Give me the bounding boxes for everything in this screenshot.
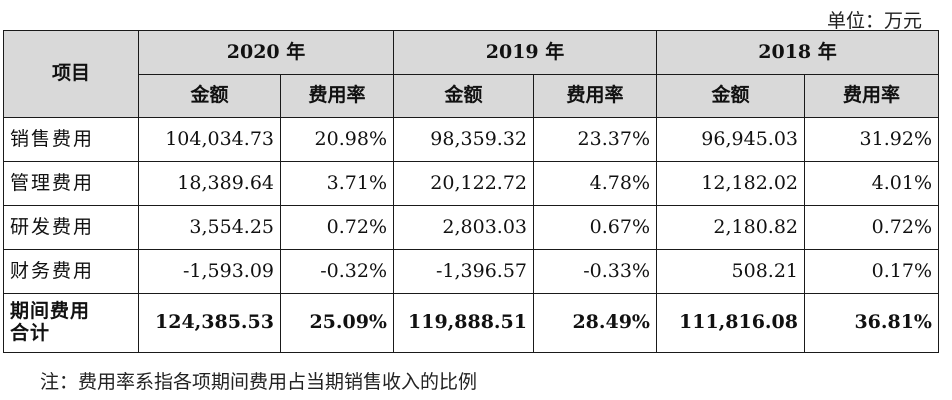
cell-rate-2019: 23.37%: [533, 117, 657, 162]
cell-rate-2020: 3.71%: [280, 161, 394, 206]
total-label-line2: 合计: [10, 322, 51, 344]
cell-rate-2020: 20.98%: [280, 117, 394, 162]
footnote: 注：费用率系指各项期间费用占当期销售收入的比例: [40, 371, 478, 393]
cell-rate-2018: 0.72%: [804, 205, 939, 250]
cell-amount-2018: 96,945.03: [656, 117, 805, 162]
total-row: 期间费用 合计 124,385.53 25.09% 119,888.51 28.…: [3, 293, 939, 353]
cell-amount-2018: 12,182.02: [656, 161, 805, 206]
table-row: 财务费用 -1,593.09 -0.32% -1,396.57 -0.33% 5…: [3, 249, 939, 294]
row-label: 研发费用: [3, 205, 139, 250]
header-year-2019: 2019 年: [393, 30, 657, 75]
header-rate: 费用率: [804, 74, 939, 118]
cell-rate-2018: 31.92%: [804, 117, 939, 162]
table-row: 销售费用 104,034.73 20.98% 98,359.32 23.37% …: [3, 117, 939, 162]
cell-rate-2020: 0.72%: [280, 205, 394, 250]
cell-amount-2019: 2,803.03: [393, 205, 534, 250]
total-amount-2018: 111,816.08: [656, 293, 805, 353]
row-label: 销售费用: [3, 117, 139, 162]
cell-amount-2020: -1,593.09: [138, 249, 281, 294]
table-row: 研发费用 3,554.25 0.72% 2,803.03 0.67% 2,180…: [3, 205, 939, 250]
cell-amount-2020: 3,554.25: [138, 205, 281, 250]
header-rate: 费用率: [533, 74, 657, 118]
header-row-subcolumns: 金额 费用率 金额 费用率 金额 费用率: [4, 74, 939, 118]
total-label-line1: 期间费用: [10, 300, 91, 323]
header-rate: 费用率: [280, 74, 394, 118]
total-rate-2018: 36.81%: [804, 293, 939, 353]
cell-rate-2019: -0.33%: [533, 249, 657, 294]
cell-rate-2019: 0.67%: [533, 205, 657, 250]
cell-rate-2018: 4.01%: [804, 161, 939, 206]
total-amount-2019: 119,888.51: [393, 293, 534, 353]
header-amount: 金额: [656, 74, 805, 118]
cell-amount-2020: 18,389.64: [138, 161, 281, 206]
header-year-2020: 2020 年: [138, 30, 394, 75]
row-label: 财务费用: [3, 249, 139, 294]
header-item: 项目: [3, 30, 139, 118]
cell-rate-2020: -0.32%: [280, 249, 394, 294]
total-label: 期间费用 合计: [3, 293, 139, 353]
header-row-years: 项目 2020 年 2019 年 2018 年: [3, 30, 939, 118]
cell-rate-2019: 4.78%: [533, 161, 657, 206]
row-label: 管理费用: [3, 161, 139, 206]
cell-amount-2018: 508.21: [656, 249, 805, 294]
table-row: 管理费用 18,389.64 3.71% 20,122.72 4.78% 12,…: [3, 161, 939, 206]
cell-rate-2018: 0.17%: [804, 249, 939, 294]
unit-note: 单位：万元: [826, 10, 922, 32]
header-amount: 金额: [393, 74, 534, 118]
cell-amount-2020: 104,034.73: [138, 117, 281, 162]
total-rate-2019: 28.49%: [533, 293, 657, 353]
total-amount-2020: 124,385.53: [138, 293, 281, 353]
cell-amount-2019: -1,396.57: [393, 249, 534, 294]
header-year-2018: 2018 年: [656, 30, 939, 75]
cell-amount-2019: 98,359.32: [393, 117, 534, 162]
cell-amount-2019: 20,122.72: [393, 161, 534, 206]
expense-table: 项目 2020 年 2019 年 2018 年 金额 费用率 金额 费用率 金额…: [3, 30, 939, 353]
total-rate-2020: 25.09%: [280, 293, 394, 353]
header-amount: 金额: [138, 74, 281, 118]
cell-amount-2018: 2,180.82: [656, 205, 805, 250]
